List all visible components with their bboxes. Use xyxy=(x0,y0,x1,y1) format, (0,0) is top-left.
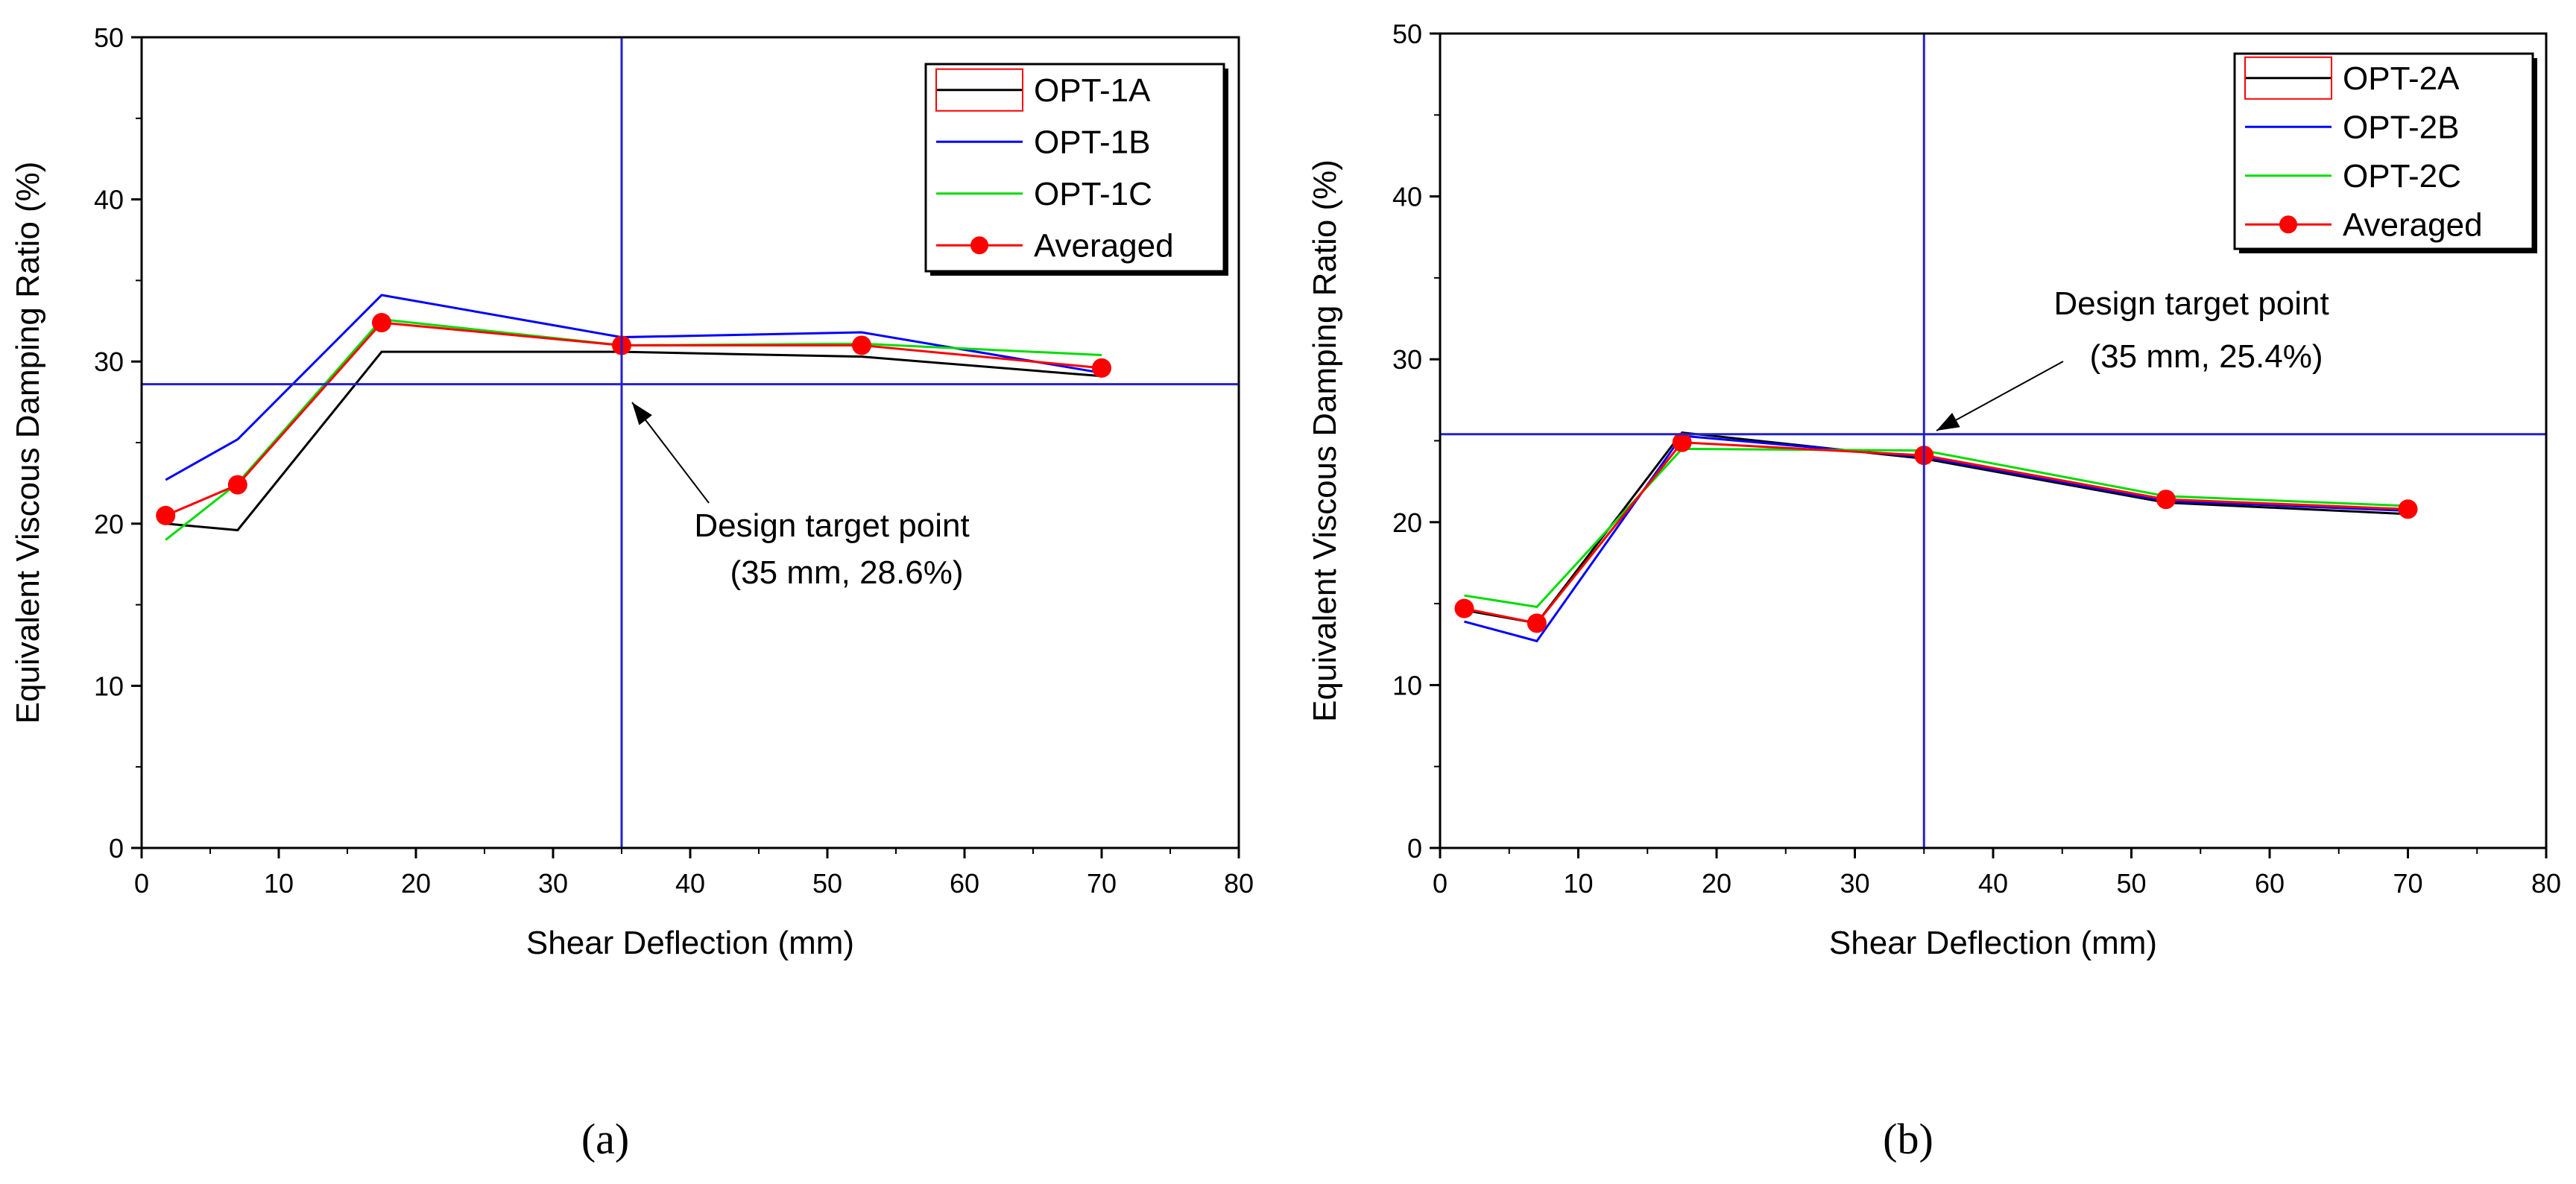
y-axis-label-b: Equivalent Viscous Damping Ratio (%) xyxy=(1307,159,1343,722)
legend-label: OPT-1B xyxy=(1034,124,1151,160)
data-point xyxy=(1672,432,1692,452)
x-tick-label: 10 xyxy=(1563,868,1593,899)
annotation-text-line2-b: (35 mm, 25.4%) xyxy=(2090,338,2323,375)
y-tick-label: 40 xyxy=(94,185,124,215)
series-line xyxy=(165,350,1102,532)
x-tick-label: 10 xyxy=(264,868,294,899)
data-point xyxy=(2156,490,2176,510)
x-axis-label-a: Shear Deflection (mm) xyxy=(526,925,854,961)
annotation-text-line2-a: (35 mm, 28.6%) xyxy=(730,554,964,591)
legend-label: OPT-1A xyxy=(1034,72,1151,109)
legend-box xyxy=(2233,52,2534,250)
annotation-arrowhead-b xyxy=(1936,412,1960,431)
y-tick-label: 0 xyxy=(1407,833,1422,864)
reference-lines-b xyxy=(1440,34,2546,848)
y-tick-label: 50 xyxy=(1392,19,1422,49)
y-tick-label: 0 xyxy=(109,833,124,864)
annotation-arrow-b xyxy=(1936,361,2064,431)
legend-swatch-box xyxy=(935,68,1023,112)
data-point xyxy=(372,312,391,332)
annotation-b: Design target point (35 mm, 25.4%) xyxy=(1936,285,2329,431)
annotation-arrowhead-a xyxy=(632,402,652,425)
panel-label-b: (b) xyxy=(1883,1115,1933,1163)
x-tick-label: 60 xyxy=(950,868,979,899)
legend-swatch-box xyxy=(2244,56,2332,100)
series-line xyxy=(165,318,1102,541)
data-point xyxy=(156,505,176,525)
x-tick-label: 0 xyxy=(134,868,149,899)
y-tick-label: 10 xyxy=(1392,670,1422,700)
legend-marker xyxy=(2279,215,2297,234)
y-tick-label: 50 xyxy=(94,22,124,53)
legend-label: OPT-2B xyxy=(2343,109,2460,145)
legend-marker xyxy=(970,236,988,255)
x-tick-label: 70 xyxy=(1087,868,1117,899)
x-tick-label: 30 xyxy=(538,868,568,899)
series-line xyxy=(165,294,1102,481)
x-tick-label: 60 xyxy=(2255,868,2285,899)
y-tick-label: 30 xyxy=(94,346,124,377)
y-tick-label: 10 xyxy=(94,671,124,701)
legend-label: Averaged xyxy=(1034,227,1174,264)
series-layer-a xyxy=(156,294,1111,541)
legend-label: OPT-2A xyxy=(2343,60,2460,97)
series-line xyxy=(1464,441,2408,624)
x-tick-label: 70 xyxy=(2393,868,2422,899)
data-point xyxy=(852,335,871,355)
x-tick-label: 80 xyxy=(1224,868,1254,899)
x-tick-label: 40 xyxy=(1978,868,2008,899)
x-tick-label: 20 xyxy=(401,868,431,899)
x-tick-label: 20 xyxy=(1702,868,1731,899)
annotation-text-line1-b: Design target point xyxy=(2053,285,2329,322)
x-tick-label: 50 xyxy=(812,868,842,899)
y-axis-label-a: Equivalent Viscous Damping Ratio (%) xyxy=(10,162,46,724)
x-axis-label-b: Shear Deflection (mm) xyxy=(1829,925,2157,961)
chart-panel-a: 0 10 20 30 40 50 60 70 80 0 10 20 30 40 50 Shear Defle… xyxy=(10,22,1254,1163)
data-point xyxy=(227,475,247,495)
series-line xyxy=(1464,434,2408,643)
chart-panel-b: 0 10 20 30 40 50 60 70 80 0 10 20 30 40 50 Shear Defle… xyxy=(1307,19,2561,1163)
series-line xyxy=(1464,431,2408,624)
legend-box xyxy=(924,63,1225,273)
data-point xyxy=(2398,499,2418,519)
annotation-text-line1-a: Design target point xyxy=(694,507,969,544)
y-tick-label: 20 xyxy=(1392,507,1422,538)
annotation-a: Design target point (35 mm, 28.6%) xyxy=(631,402,970,591)
x-tick-label: 0 xyxy=(1433,868,1448,899)
x-tick-label: 30 xyxy=(1840,868,1869,899)
axis-ticks-b: 0 10 20 30 40 50 60 70 80 0 10 20 30 40 50 xyxy=(1392,19,2561,899)
y-tick-label: 20 xyxy=(94,509,124,539)
legend-a: OPT-1A OPT-1B OPT-1C Averaged xyxy=(924,63,1228,276)
axis-ticks-a: 0 10 20 30 40 50 60 70 80 0 10 20 30 40 50 xyxy=(94,22,1254,899)
reference-lines-a xyxy=(142,37,1239,848)
series-line xyxy=(165,321,1102,517)
x-tick-label: 40 xyxy=(675,868,705,899)
data-point xyxy=(1092,358,1111,378)
series-line xyxy=(1464,447,2408,609)
data-point xyxy=(1454,598,1474,618)
legend-label: OPT-2C xyxy=(2343,158,2461,194)
legend-label: Averaged xyxy=(2343,206,2483,243)
legend-label: OPT-1C xyxy=(1034,176,1152,212)
data-point xyxy=(1527,613,1547,633)
legend-b: OPT-2A OPT-2B OPT-2C Averaged xyxy=(2233,52,2537,253)
x-tick-label: 50 xyxy=(2116,868,2146,899)
panel-label-a: (a) xyxy=(581,1115,629,1163)
y-tick-label: 40 xyxy=(1392,182,1422,212)
x-tick-label: 80 xyxy=(2531,868,2561,899)
series-layer-b xyxy=(1454,431,2418,643)
y-tick-label: 30 xyxy=(1392,344,1422,375)
